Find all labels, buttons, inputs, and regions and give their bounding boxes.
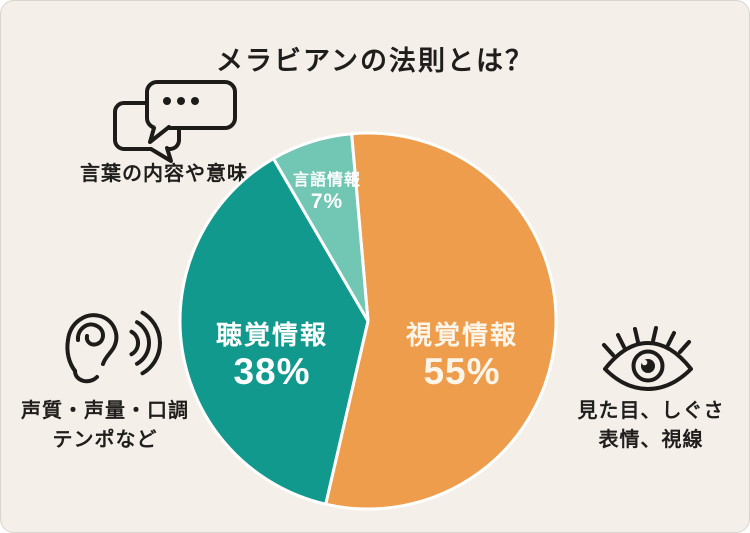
speech-bubble-back-tail	[149, 146, 173, 163]
slice-label-auditory-pct: 38%	[233, 350, 311, 392]
slice-label-visual: 視覚情報 55%	[382, 320, 542, 393]
verbal-annotation-label: 言葉の内容や意味	[80, 163, 248, 185]
vocal-label-line1: 声質・声量・口調	[21, 400, 189, 422]
slice-label-verbal-name: 言語情報	[292, 172, 361, 189]
page-title: メラビアンの法則とは？	[216, 46, 534, 76]
pie-slice-2	[271, 132, 370, 323]
sound-wave-medium	[135, 320, 151, 366]
eye-outline	[603, 341, 693, 391]
eye-lash	[602, 343, 615, 357]
speech-bubble-front	[145, 80, 237, 130]
speech-bubbles-icon	[113, 80, 237, 163]
eye-lash	[651, 326, 658, 343]
speech-dot	[177, 97, 185, 105]
vocal-label-line2: テンポなど	[52, 429, 158, 451]
slice-label-verbal-pct: 7%	[310, 190, 344, 214]
ear-listening-icon	[65, 310, 162, 384]
pie-slice-0	[324, 131, 558, 511]
sound-wave-large	[140, 310, 162, 376]
visual-annotation-label: 見た目、しぐさ 表情、視線	[557, 397, 745, 455]
eye-lash	[616, 333, 626, 349]
eye-lash	[666, 331, 676, 347]
speech-bubble-front-tail	[148, 125, 171, 144]
slice-label-verbal: 言語情報 7%	[257, 172, 397, 215]
visual-label-line2: 表情、視線	[598, 429, 704, 451]
eye-highlight	[641, 359, 648, 366]
ear-inner-spiral	[75, 322, 105, 347]
eye-lash	[633, 327, 640, 344]
speech-dot	[163, 97, 171, 105]
ear-lobe	[73, 369, 99, 384]
ear-outline	[65, 313, 119, 373]
pie-chart-area	[168, 121, 568, 521]
slice-label-auditory-name: 聴覚情報	[215, 320, 328, 350]
eye-lash	[678, 340, 691, 354]
eye-iris	[631, 349, 665, 383]
pie-slice-1	[178, 157, 370, 506]
slice-label-auditory: 聴覚情報 38%	[192, 320, 352, 393]
eye-icon	[602, 326, 693, 391]
pie-chart	[178, 131, 558, 511]
sound-wave-small	[129, 329, 141, 357]
slice-label-visual-pct: 55%	[423, 350, 501, 392]
visual-label-line1: 見た目、しぐさ	[577, 400, 725, 422]
slice-label-visual-name: 視覚情報	[405, 320, 518, 350]
vocal-annotation-label: 声質・声量・口調 テンポなど	[11, 397, 199, 455]
speech-dot	[191, 97, 199, 105]
